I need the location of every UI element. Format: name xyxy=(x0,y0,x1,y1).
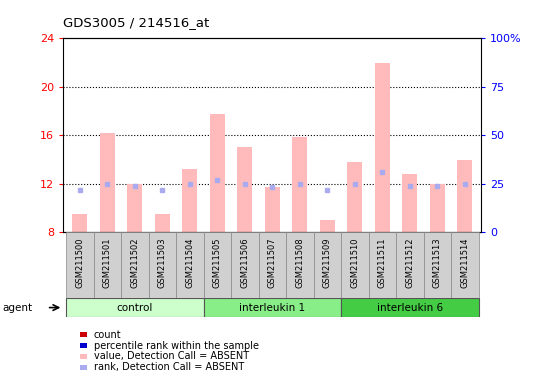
Bar xyxy=(320,220,335,232)
Bar xyxy=(204,232,231,298)
Text: GSM211508: GSM211508 xyxy=(295,238,304,288)
Bar xyxy=(265,187,280,232)
Bar xyxy=(66,298,204,317)
Text: GSM211503: GSM211503 xyxy=(158,238,167,288)
Bar xyxy=(314,232,341,298)
Bar xyxy=(341,298,478,317)
Text: control: control xyxy=(117,303,153,313)
Text: percentile rank within the sample: percentile rank within the sample xyxy=(94,341,258,351)
Text: count: count xyxy=(94,330,121,340)
Text: GSM211501: GSM211501 xyxy=(103,238,112,288)
Text: GDS3005 / 214516_at: GDS3005 / 214516_at xyxy=(63,16,210,29)
Bar xyxy=(94,232,121,298)
Bar xyxy=(121,232,148,298)
Bar xyxy=(176,232,204,298)
Bar xyxy=(127,184,142,232)
Text: interleukin 6: interleukin 6 xyxy=(377,303,443,313)
Text: agent: agent xyxy=(3,303,33,313)
Text: GSM211507: GSM211507 xyxy=(268,238,277,288)
Bar xyxy=(182,169,197,232)
Bar xyxy=(210,114,225,232)
Text: interleukin 1: interleukin 1 xyxy=(239,303,305,313)
Text: GSM211510: GSM211510 xyxy=(350,238,359,288)
Bar xyxy=(66,232,94,298)
Bar xyxy=(237,147,252,232)
Bar xyxy=(155,214,170,232)
Bar xyxy=(402,174,417,232)
Bar xyxy=(231,232,258,298)
Text: GSM211513: GSM211513 xyxy=(433,238,442,288)
Text: GSM211500: GSM211500 xyxy=(75,238,84,288)
Bar xyxy=(148,232,176,298)
Text: GSM211504: GSM211504 xyxy=(185,238,194,288)
Bar xyxy=(100,133,115,232)
Text: GSM211502: GSM211502 xyxy=(130,238,139,288)
Bar xyxy=(430,184,445,232)
Text: rank, Detection Call = ABSENT: rank, Detection Call = ABSENT xyxy=(94,362,244,372)
Bar xyxy=(396,232,424,298)
Bar xyxy=(286,232,313,298)
Text: GSM211512: GSM211512 xyxy=(405,238,414,288)
Text: GSM211514: GSM211514 xyxy=(460,238,469,288)
Bar xyxy=(347,162,362,232)
Bar xyxy=(72,214,87,232)
Text: GSM211505: GSM211505 xyxy=(213,238,222,288)
Bar xyxy=(258,232,286,298)
Text: GSM211509: GSM211509 xyxy=(323,238,332,288)
Text: GSM211506: GSM211506 xyxy=(240,238,249,288)
Bar xyxy=(451,232,478,298)
Bar xyxy=(204,298,341,317)
Text: value, Detection Call = ABSENT: value, Detection Call = ABSENT xyxy=(94,351,249,361)
Bar xyxy=(457,160,472,232)
Bar xyxy=(341,232,368,298)
Bar xyxy=(375,63,390,232)
Bar xyxy=(292,137,307,232)
Text: GSM211511: GSM211511 xyxy=(378,238,387,288)
Bar xyxy=(368,232,396,298)
Bar xyxy=(424,232,451,298)
